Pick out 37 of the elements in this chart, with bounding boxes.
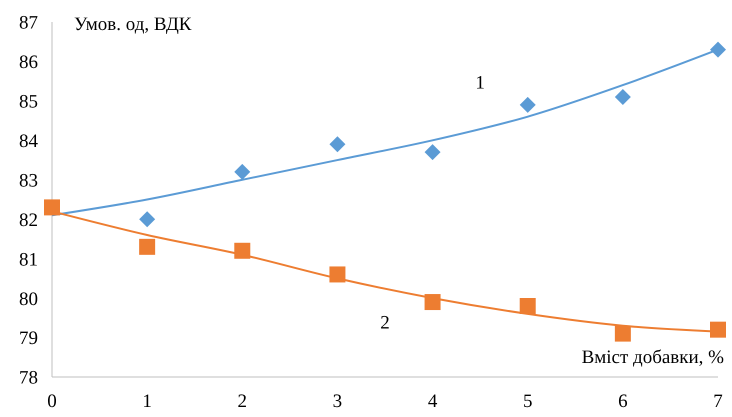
point (139, 211, 156, 228)
y-tick-label: 81 (19, 249, 38, 270)
point (614, 88, 631, 105)
point (424, 144, 441, 160)
point (234, 164, 250, 180)
x-tick-label: 7 (713, 391, 723, 412)
y-tick-label: 87 (19, 12, 38, 34)
x-axis-title: Вміст добавки, % (582, 347, 724, 368)
point (710, 322, 726, 338)
x-tick-label: 1 (142, 391, 152, 412)
annotation: 2 (380, 312, 390, 334)
x-tick-label: 6 (618, 391, 628, 412)
point (424, 294, 441, 310)
x-tick-label: 4 (428, 391, 438, 412)
x-tick-label: 5 (522, 391, 532, 412)
x-tick-label: 2 (238, 391, 248, 412)
point (329, 266, 346, 282)
point (520, 96, 536, 113)
y-tick-label: 82 (19, 210, 38, 231)
point (234, 242, 250, 259)
y-tick-label: 85 (19, 92, 38, 113)
y-tick-label: 84 (19, 130, 38, 152)
x-tick-label: 3 (332, 391, 342, 412)
y-tick-label: 80 (19, 288, 38, 310)
point (614, 326, 631, 342)
y-tick-label: 78 (19, 368, 38, 389)
annotation: 1 (475, 72, 485, 94)
point (44, 199, 60, 216)
y-tick-label: 83 (19, 170, 38, 192)
point (520, 298, 536, 314)
y-tick-label: 86 (19, 52, 38, 74)
point (329, 136, 346, 152)
point (139, 238, 156, 255)
point (710, 42, 726, 58)
x-tick-label: 0 (47, 391, 57, 412)
y-tick-label: 79 (19, 328, 38, 350)
y-axis-title: Умов. од, ВДК (74, 14, 192, 35)
